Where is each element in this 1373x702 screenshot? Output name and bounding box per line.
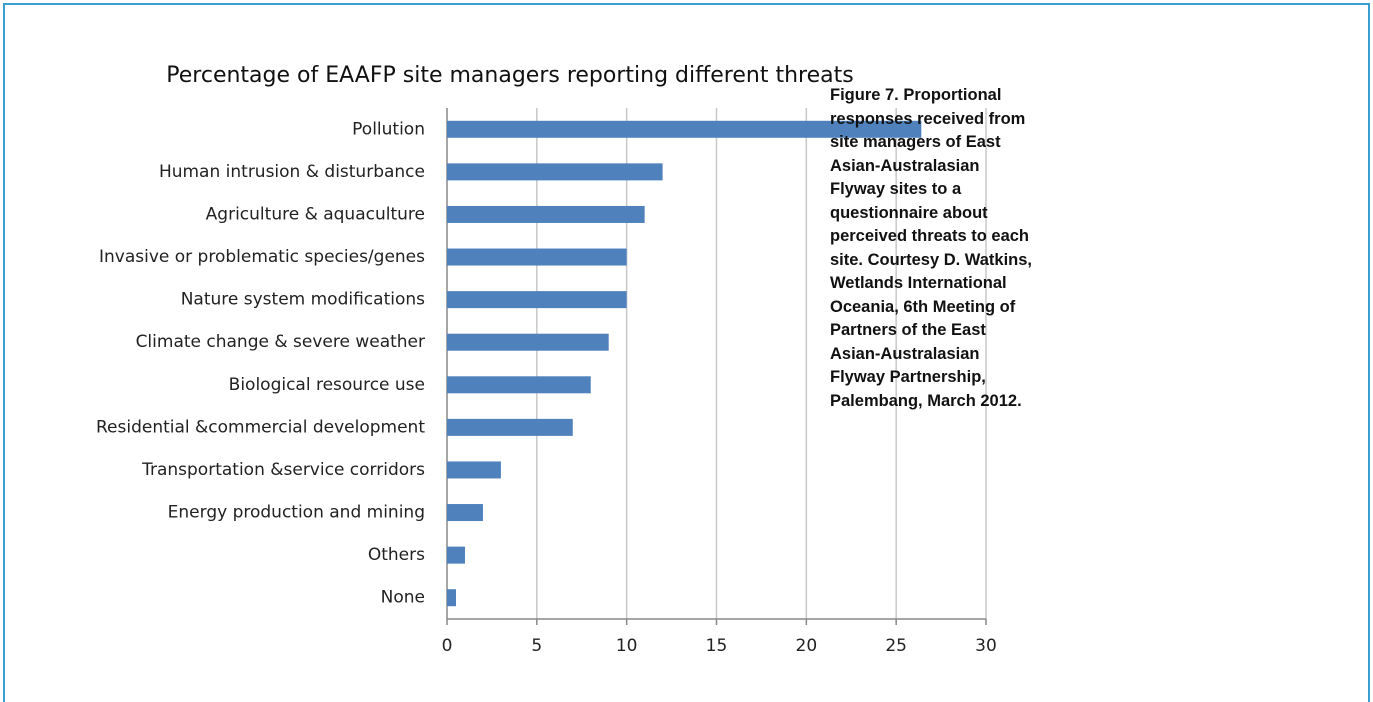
y-tick-label: Transportation &service corridors — [141, 460, 425, 480]
x-tick-label: 10 — [616, 636, 638, 656]
frame — [3, 3, 1370, 702]
bar — [447, 546, 465, 564]
y-tick-label: Energy production and mining — [168, 503, 425, 523]
bar — [447, 461, 501, 479]
bar — [447, 418, 573, 436]
bar — [447, 589, 456, 607]
bar — [447, 333, 609, 351]
x-tick-label: 25 — [885, 636, 907, 656]
y-tick-label: Pollution — [352, 119, 425, 139]
y-tick-label: Biological resource use — [229, 375, 425, 395]
bar — [447, 376, 591, 394]
bar — [447, 504, 483, 522]
y-tick-label: Nature system modifications — [181, 290, 425, 310]
bar — [447, 163, 663, 181]
y-tick-label: Invasive or problematic species/genes — [99, 247, 425, 267]
y-tick-label: None — [381, 588, 425, 608]
bar — [447, 205, 645, 223]
y-tick-label: Agriculture & aquaculture — [206, 204, 425, 224]
x-tick-label: 5 — [531, 636, 542, 656]
caption: Figure 7. Proportional responses receive… — [830, 86, 1033, 410]
y-tick-label: Others — [368, 545, 425, 565]
bar — [447, 291, 627, 309]
y-tick-label: Human intrusion & disturbance — [159, 162, 425, 182]
x-tick-label: 0 — [442, 636, 453, 656]
y-tick-label: Climate change & severe weather — [136, 332, 425, 352]
chart-title: Percentage of EAAFP site managers report… — [166, 63, 853, 88]
x-tick-label: 20 — [796, 636, 818, 656]
x-tick-label: 15 — [706, 636, 728, 656]
bar — [447, 120, 922, 138]
bar — [447, 248, 627, 266]
y-tick-label: Residential &commercial development — [96, 417, 425, 437]
x-tick-label: 30 — [975, 636, 997, 656]
